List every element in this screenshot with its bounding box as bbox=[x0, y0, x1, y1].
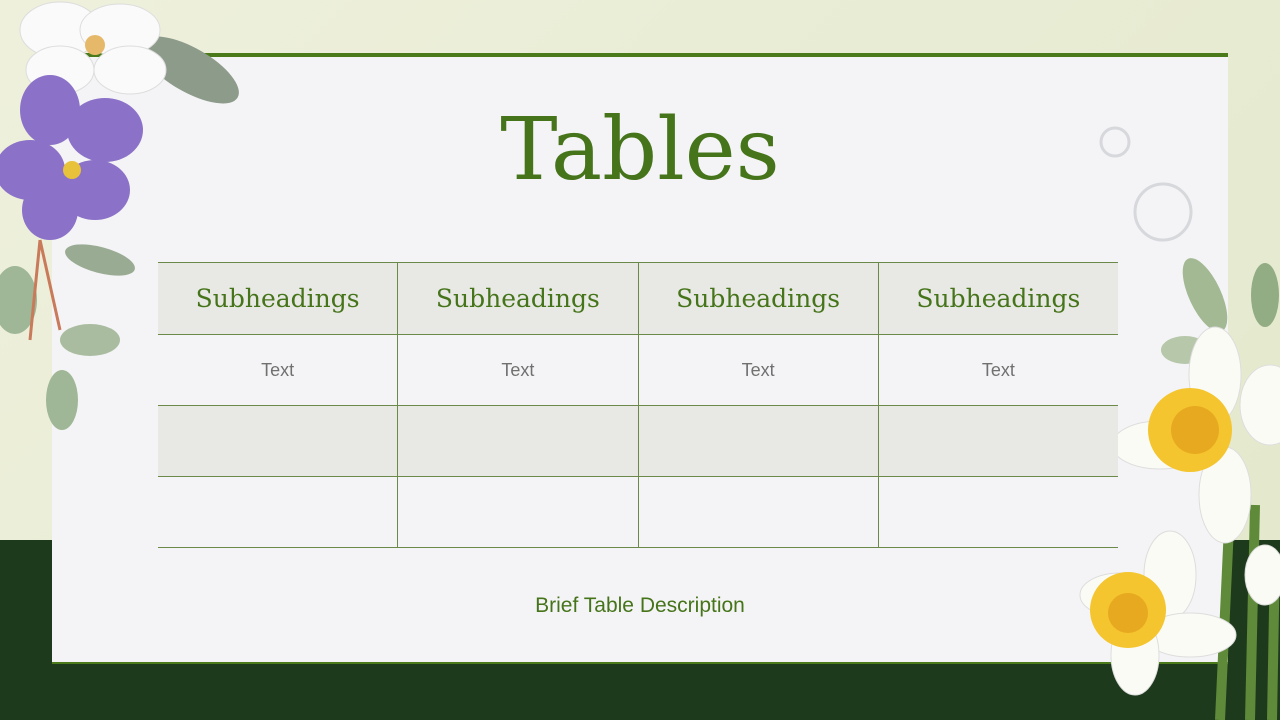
bubble-decoration bbox=[1099, 126, 1193, 242]
slide-title: Tables bbox=[500, 100, 780, 200]
table-cell bbox=[397, 405, 639, 477]
table-header-cell: Subheadings bbox=[158, 262, 399, 335]
table-header-cell: Subheadings bbox=[397, 262, 639, 335]
table-row bbox=[158, 405, 1118, 477]
table-cell bbox=[158, 476, 399, 548]
table-cell bbox=[877, 405, 1118, 477]
table-cell bbox=[397, 476, 639, 548]
table-cell: Text bbox=[637, 334, 879, 406]
table-description: Brief Table Description bbox=[535, 594, 745, 617]
flower-decoration-top-left bbox=[0, 1, 239, 430]
daffodil-decoration-bottom-right bbox=[1079, 258, 1280, 720]
table-cell bbox=[877, 476, 1118, 548]
table-cell bbox=[637, 476, 879, 548]
table-row bbox=[158, 476, 1118, 548]
table-cell: Text bbox=[397, 334, 639, 406]
table-header-cell: Subheadings bbox=[877, 262, 1118, 335]
table-cell bbox=[158, 405, 399, 477]
table-cell: Text bbox=[158, 334, 399, 406]
table-header-row: Subheadings Subheadings Subheadings Subh… bbox=[158, 262, 1118, 335]
table-cell bbox=[637, 405, 879, 477]
data-table: Subheadings Subheadings Subheadings Subh… bbox=[158, 262, 1118, 548]
table-header-cell: Subheadings bbox=[637, 262, 879, 335]
table-row: Text Text Text Text bbox=[158, 334, 1118, 406]
table-cell: Text bbox=[877, 334, 1118, 406]
